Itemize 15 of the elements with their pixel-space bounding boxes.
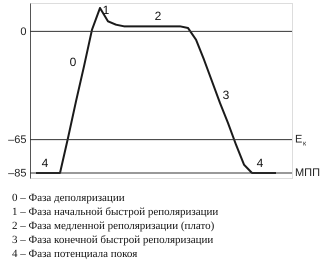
- annotation: 4: [42, 156, 49, 170]
- annotation: 4: [256, 156, 264, 170]
- text: 3 – Фаза конечной быстрой реполяризации: [12, 234, 214, 246]
- y-tick-label: –85: [8, 168, 26, 180]
- text: 4 – Фаза потенциала покоя: [12, 248, 138, 260]
- annotation: 3: [222, 88, 230, 102]
- annotation: 2: [154, 9, 162, 23]
- annotation: 1: [102, 3, 110, 17]
- ref-line-label: МПП: [295, 167, 320, 179]
- y-tick-label: –65: [8, 134, 26, 146]
- y-tick-label: 0: [20, 26, 26, 38]
- text: 2 – Фаза медленной реполяризации (плато): [12, 220, 215, 232]
- text: 0 – Фаза деполяризации: [12, 192, 125, 204]
- annotation: 0: [70, 55, 77, 69]
- text: 1 – Фаза начальной быстрой реполяризации: [12, 206, 218, 218]
